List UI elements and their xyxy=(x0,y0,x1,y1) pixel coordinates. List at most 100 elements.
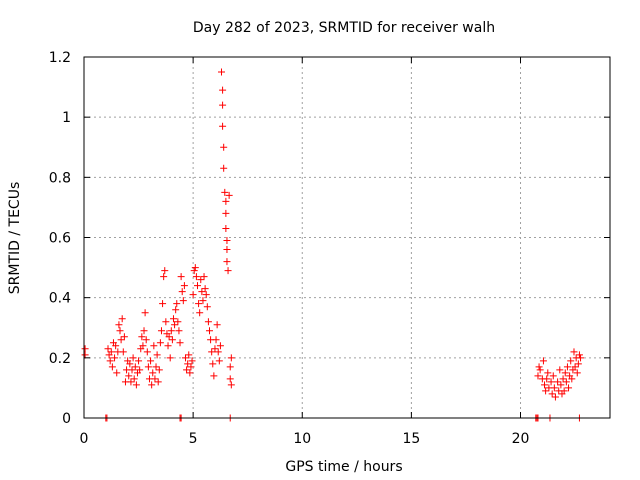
data-point xyxy=(554,378,562,386)
data-point xyxy=(129,354,137,362)
data-point xyxy=(544,369,552,377)
data-point xyxy=(222,209,230,217)
data-point xyxy=(117,336,125,344)
data-point xyxy=(541,381,549,389)
data-point xyxy=(563,363,571,371)
y-tick-label: 0 xyxy=(62,411,71,427)
x-tick-label: 15 xyxy=(402,431,420,447)
data-point xyxy=(164,342,172,350)
data-point xyxy=(179,297,187,305)
data-point xyxy=(181,354,189,362)
data-point xyxy=(128,366,136,374)
data-point xyxy=(225,191,233,199)
data-point xyxy=(539,357,547,365)
data-point xyxy=(180,282,188,290)
y-tick-label: 0.6 xyxy=(49,231,71,247)
data-point xyxy=(142,336,150,344)
data-point xyxy=(112,342,120,350)
data-point xyxy=(125,372,133,380)
data-point xyxy=(183,366,191,374)
data-point xyxy=(567,357,575,365)
data-point xyxy=(176,339,184,347)
data-point xyxy=(197,276,205,284)
data-point xyxy=(549,372,557,380)
data-point xyxy=(559,375,567,383)
data-point xyxy=(132,381,140,389)
data-point xyxy=(556,366,564,374)
data-point xyxy=(557,381,565,389)
data-point xyxy=(214,348,222,356)
data-point xyxy=(577,354,585,362)
data-point xyxy=(108,363,116,371)
data-point xyxy=(171,321,179,329)
data-point xyxy=(561,369,569,377)
data-point xyxy=(149,369,157,377)
data-point xyxy=(218,68,226,76)
data-point xyxy=(186,369,194,377)
data-point xyxy=(131,363,139,371)
data-point xyxy=(138,333,146,341)
data-point xyxy=(227,354,235,362)
y-tick-label: 0.2 xyxy=(49,351,71,367)
data-point xyxy=(223,258,231,266)
data-point xyxy=(139,342,147,350)
data-point xyxy=(223,237,231,245)
data-point xyxy=(104,345,112,353)
data-point xyxy=(178,288,186,296)
data-point xyxy=(127,378,135,386)
y-tick-label: 1 xyxy=(62,110,71,126)
y-tick-label: 0.8 xyxy=(49,170,71,186)
data-point xyxy=(120,333,128,341)
data-point xyxy=(147,357,155,365)
data-point xyxy=(140,327,148,335)
data-point xyxy=(204,318,212,326)
data-point xyxy=(201,285,209,293)
data-point xyxy=(156,339,164,347)
data-point xyxy=(174,318,182,326)
data-point xyxy=(118,315,126,323)
y-axis-label: SRMTID / TECUs xyxy=(7,182,23,295)
data-point xyxy=(219,86,227,94)
data-point xyxy=(216,342,224,350)
x-axis-label: GPS time / hours xyxy=(285,459,402,475)
data-point xyxy=(213,321,221,329)
data-point xyxy=(153,351,161,359)
data-point xyxy=(152,363,160,371)
data-point xyxy=(81,345,89,353)
data-point xyxy=(224,267,232,275)
data-point xyxy=(184,360,192,368)
data-point xyxy=(195,300,203,308)
data-point xyxy=(202,291,210,299)
data-point xyxy=(212,336,220,344)
data-point xyxy=(551,393,559,401)
data-point xyxy=(169,315,177,323)
data-point xyxy=(536,366,544,374)
data-point xyxy=(126,360,134,368)
data-point xyxy=(188,357,196,365)
data-point xyxy=(193,282,201,290)
data-point xyxy=(205,327,213,335)
data-point xyxy=(154,378,162,386)
data-point xyxy=(568,375,576,383)
data-point xyxy=(219,122,227,130)
data-point xyxy=(210,372,218,380)
data-point xyxy=(542,387,550,395)
data-point xyxy=(143,348,151,356)
data-points xyxy=(81,68,585,422)
data-point xyxy=(226,363,234,371)
grid xyxy=(84,57,610,418)
axis-ticks xyxy=(83,56,610,419)
data-point xyxy=(160,273,168,281)
x-tick-label: 10 xyxy=(293,431,311,447)
data-point xyxy=(173,300,181,308)
data-point xyxy=(115,321,123,329)
data-point xyxy=(81,351,89,359)
data-point xyxy=(199,297,207,305)
data-point xyxy=(209,360,217,368)
data-point xyxy=(219,101,227,109)
data-point xyxy=(106,357,114,365)
data-point xyxy=(148,381,156,389)
data-point xyxy=(157,327,165,335)
